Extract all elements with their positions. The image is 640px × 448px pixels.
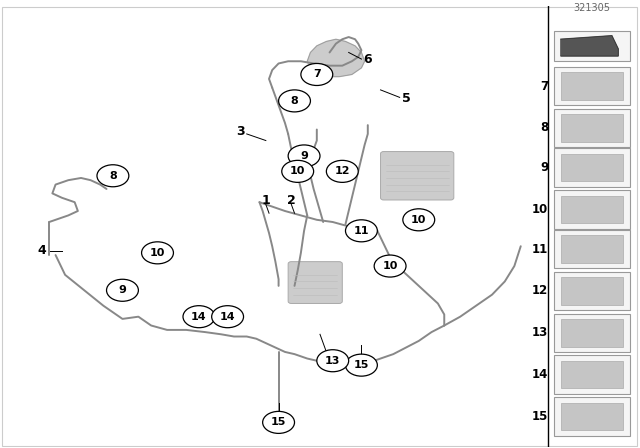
Text: 10: 10: [411, 215, 426, 225]
Bar: [554, 314, 630, 352]
Text: 1: 1: [262, 194, 270, 207]
Text: 4: 4: [37, 244, 46, 257]
Text: 7: 7: [313, 69, 321, 79]
Text: 11: 11: [532, 243, 548, 256]
Bar: [554, 67, 630, 105]
FancyBboxPatch shape: [381, 151, 454, 200]
Bar: [554, 355, 630, 394]
Circle shape: [278, 90, 310, 112]
Circle shape: [141, 242, 173, 264]
Circle shape: [183, 306, 215, 327]
Text: 15: 15: [532, 410, 548, 423]
Text: 8: 8: [291, 96, 298, 106]
Text: 14: 14: [532, 368, 548, 381]
Text: 10: 10: [532, 203, 548, 216]
Bar: [561, 196, 623, 224]
Circle shape: [301, 64, 333, 86]
Text: 9: 9: [300, 151, 308, 161]
Text: 13: 13: [325, 356, 340, 366]
Text: 10: 10: [383, 261, 398, 271]
Bar: [561, 403, 623, 431]
Text: 8: 8: [540, 121, 548, 134]
Text: 10: 10: [290, 166, 305, 177]
Circle shape: [326, 160, 358, 182]
Bar: [561, 72, 623, 100]
Polygon shape: [561, 36, 618, 56]
Circle shape: [346, 354, 378, 376]
Bar: [561, 319, 623, 347]
Text: 11: 11: [354, 226, 369, 236]
Bar: [554, 190, 630, 228]
Polygon shape: [307, 39, 365, 77]
Text: 13: 13: [532, 326, 548, 339]
Bar: [554, 397, 630, 435]
Bar: [554, 230, 630, 268]
Circle shape: [106, 279, 138, 302]
Text: 321305: 321305: [573, 3, 611, 13]
Text: 15: 15: [354, 360, 369, 370]
Text: 9: 9: [118, 285, 126, 295]
Bar: [554, 148, 630, 187]
Text: 12: 12: [532, 284, 548, 297]
Text: 2: 2: [287, 194, 296, 207]
FancyBboxPatch shape: [288, 262, 342, 303]
Bar: [561, 361, 623, 388]
Circle shape: [288, 145, 320, 167]
Circle shape: [374, 255, 406, 277]
Text: 12: 12: [335, 166, 350, 177]
Text: 9: 9: [540, 161, 548, 174]
Bar: [561, 154, 623, 181]
Text: 3: 3: [236, 125, 244, 138]
Circle shape: [212, 306, 244, 327]
Bar: [554, 109, 630, 147]
Bar: [554, 30, 630, 61]
Circle shape: [97, 165, 129, 187]
Bar: [561, 114, 623, 142]
Circle shape: [403, 209, 435, 231]
Circle shape: [317, 350, 349, 372]
Text: 8: 8: [109, 171, 116, 181]
Text: 6: 6: [364, 52, 372, 65]
Circle shape: [282, 160, 314, 182]
Text: 7: 7: [540, 80, 548, 93]
Bar: [561, 235, 623, 263]
Text: 14: 14: [191, 312, 207, 322]
Circle shape: [346, 220, 378, 242]
Text: 14: 14: [220, 312, 236, 322]
Text: 15: 15: [271, 418, 286, 427]
Bar: [554, 272, 630, 310]
Circle shape: [262, 411, 294, 433]
Bar: [561, 277, 623, 305]
Text: 5: 5: [402, 92, 410, 105]
Text: 10: 10: [150, 248, 165, 258]
